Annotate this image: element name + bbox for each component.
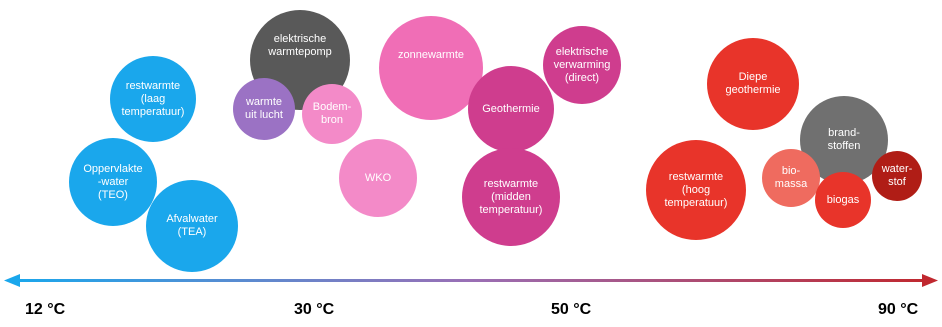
bubble-label: Diepe geothermie	[725, 71, 781, 96]
bubble-label: Bodem- bron	[312, 101, 352, 126]
bubble-label: restwarmte (hoog temperatuur)	[664, 170, 728, 209]
bubble-label: zonnewarmte	[397, 48, 465, 61]
bubble-restwarmte-hoog: restwarmte (hoog temperatuur)	[646, 140, 746, 240]
bubble-oppervlaktewater: Oppervlakte -water (TEO)	[69, 138, 157, 226]
bubble-restwarmte-laag: restwarmte (laag temperatuur)	[110, 56, 196, 142]
bubble-biogas: biogas	[815, 172, 871, 228]
bubble-wko: WKO	[339, 139, 417, 217]
temp-label-12: 12 °C	[25, 301, 66, 318]
bubble-label: Afvalwater (TEA)	[166, 213, 218, 238]
bubble-elektrische-verwarming: elektrische verwarming (direct)	[543, 26, 621, 104]
bubble-label: elektrische warmtepomp	[268, 33, 332, 58]
bubble-afvalwater: Afvalwater (TEA)	[146, 180, 238, 272]
bubble-label: Geothermie	[482, 102, 540, 115]
bubble-label: WKO	[364, 171, 392, 184]
bubble-waterstof: water- stof	[872, 151, 922, 201]
bubble-warmte-uit-lucht: warmte uit lucht	[233, 78, 295, 140]
bubble-biomassa: bio- massa	[762, 149, 820, 207]
bubble-label: elektrische verwarming (direct)	[553, 45, 611, 84]
bubble-label: warmte uit lucht	[245, 96, 283, 121]
axis-line	[14, 279, 928, 282]
temp-label-50: 50 °C	[551, 301, 592, 318]
bubble-label: restwarmte (midden temperatuur)	[479, 177, 543, 216]
axis-arrow-left	[4, 274, 20, 287]
bubble-label: Oppervlakte -water (TEO)	[83, 162, 143, 201]
bubble-label: biogas	[826, 193, 860, 206]
axis-arrow-right	[922, 274, 938, 287]
bubble-bodembron: Bodem- bron	[302, 84, 362, 144]
bubble-label: restwarmte (laag temperatuur)	[121, 79, 185, 118]
bubble-geothermie: Geothermie	[468, 66, 554, 152]
bubble-label: brand- stoffen	[827, 127, 861, 152]
bubble-label: water- stof	[881, 163, 913, 188]
temp-label-30: 30 °C	[294, 301, 335, 318]
bubble-diepe-geothermie: Diepe geothermie	[707, 38, 799, 130]
temp-label-90: 90 °C	[878, 301, 919, 318]
bubble-restwarmte-midden: restwarmte (midden temperatuur)	[462, 148, 560, 246]
bubble-zonnewarmte: zonnewarmte	[379, 16, 483, 120]
bubble-label: bio- massa	[774, 165, 808, 190]
